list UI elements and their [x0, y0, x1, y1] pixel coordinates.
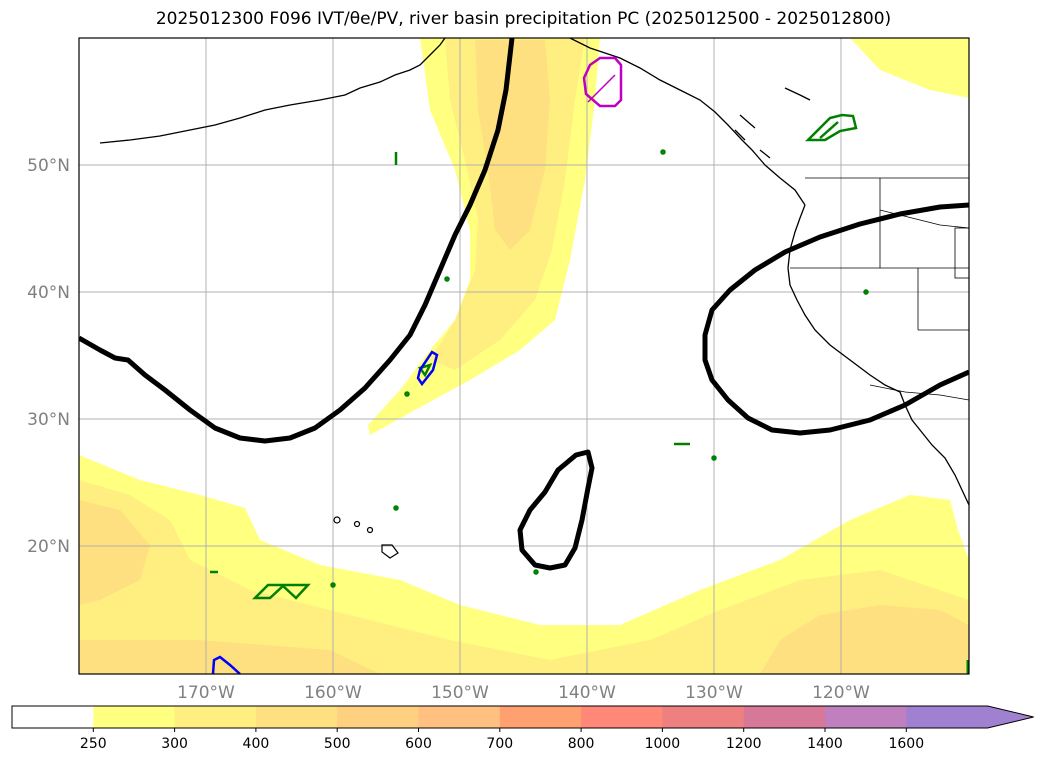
- colorbar-tick-label: 800: [568, 736, 595, 752]
- colorbar-tick-label: 1400: [807, 736, 843, 752]
- colorbar-tick-label: 700: [486, 736, 513, 752]
- lat-label-50: 50°N: [27, 156, 70, 176]
- lon-label-150w: 150°W: [431, 683, 489, 703]
- ivt-south-inner3: [760, 605, 969, 674]
- west-coast: [787, 204, 969, 506]
- blue-region-south: [211, 655, 241, 674]
- contour-west-trough: [79, 38, 515, 444]
- magenta-region-alaska: [582, 56, 623, 108]
- alaska-peninsula-coast: [99, 38, 446, 144]
- colorbar-segment: [174, 706, 257, 728]
- colorbar-segment: [255, 706, 338, 728]
- magenta-regions: [582, 56, 623, 108]
- colorbar-tick-label: 300: [161, 736, 188, 752]
- ivt-south-inner2: [79, 640, 380, 674]
- colorbar-segment: [337, 706, 419, 728]
- coastal-islands: [734, 87, 811, 159]
- colorbar-segment: [418, 706, 501, 728]
- colorbar-segment: [499, 706, 582, 728]
- colorbar-tick-label: 1600: [888, 736, 924, 752]
- colorbar-outline: [11, 705, 1034, 729]
- figure-title: 2025012300 F096 IVT/θe/PV, river basin p…: [155, 9, 892, 29]
- lon-label-170w: 170°W: [177, 683, 235, 703]
- hawaiian-islands: [333, 516, 399, 559]
- ivt-nw-blob: [850, 38, 969, 98]
- lat-label-20: 20°N: [27, 537, 70, 557]
- green-regions: [210, 113, 869, 600]
- colorbar-tick-label: 1200: [726, 736, 762, 752]
- lat-label-30: 30°N: [27, 410, 70, 430]
- colorbar-segment: [581, 706, 663, 728]
- colorbar-segment: [906, 706, 1034, 728]
- colorbar-tick-label: 600: [405, 736, 432, 752]
- gulf-alaska-coast: [569, 38, 806, 206]
- ivt-south-mid: [79, 480, 969, 674]
- contour-east-loop: [702, 202, 969, 436]
- colorbar-tick-label: 500: [324, 736, 351, 752]
- longitude-labels: 170°W 160°W 150°W 140°W 130°W 120°W: [177, 683, 870, 703]
- blue-region-central: [416, 350, 439, 387]
- map-frame: [78, 37, 970, 675]
- lon-label-120w: 120°W: [812, 683, 870, 703]
- colorbar-tick-label: 1000: [645, 736, 681, 752]
- lon-label-160w: 160°W: [304, 683, 362, 703]
- ivt-shading: [79, 38, 969, 674]
- colorbar-segment: [93, 706, 176, 728]
- map-area: [79, 38, 969, 674]
- colorbar-segment: [743, 706, 826, 728]
- pv-contours: [79, 38, 969, 571]
- lon-label-130w: 130°W: [685, 683, 743, 703]
- colorbar: 250 300 400 500 600 700 800 1000 1200 1400 1600: [11, 705, 1034, 752]
- colorbar-tick-label: 250: [80, 736, 107, 752]
- ivt-south-inner1: [79, 500, 150, 605]
- green-region-south: [251, 583, 311, 600]
- latitude-labels: 50°N 40°N 30°N 20°N: [27, 156, 70, 557]
- ivt-plume-inner: [475, 40, 550, 250]
- colorbar-segment: [12, 706, 94, 728]
- contour-closed-low: [517, 449, 595, 571]
- borders: [790, 177, 969, 401]
- coastlines: [99, 38, 969, 506]
- colorbar-tick-label: 400: [243, 736, 270, 752]
- lat-label-40: 40°N: [27, 283, 70, 303]
- lon-label-140w: 140°W: [558, 683, 616, 703]
- colorbar-segment: [825, 706, 907, 728]
- blue-regions: [211, 350, 439, 674]
- green-region-nw: [804, 113, 858, 142]
- colorbar-segment: [662, 706, 745, 728]
